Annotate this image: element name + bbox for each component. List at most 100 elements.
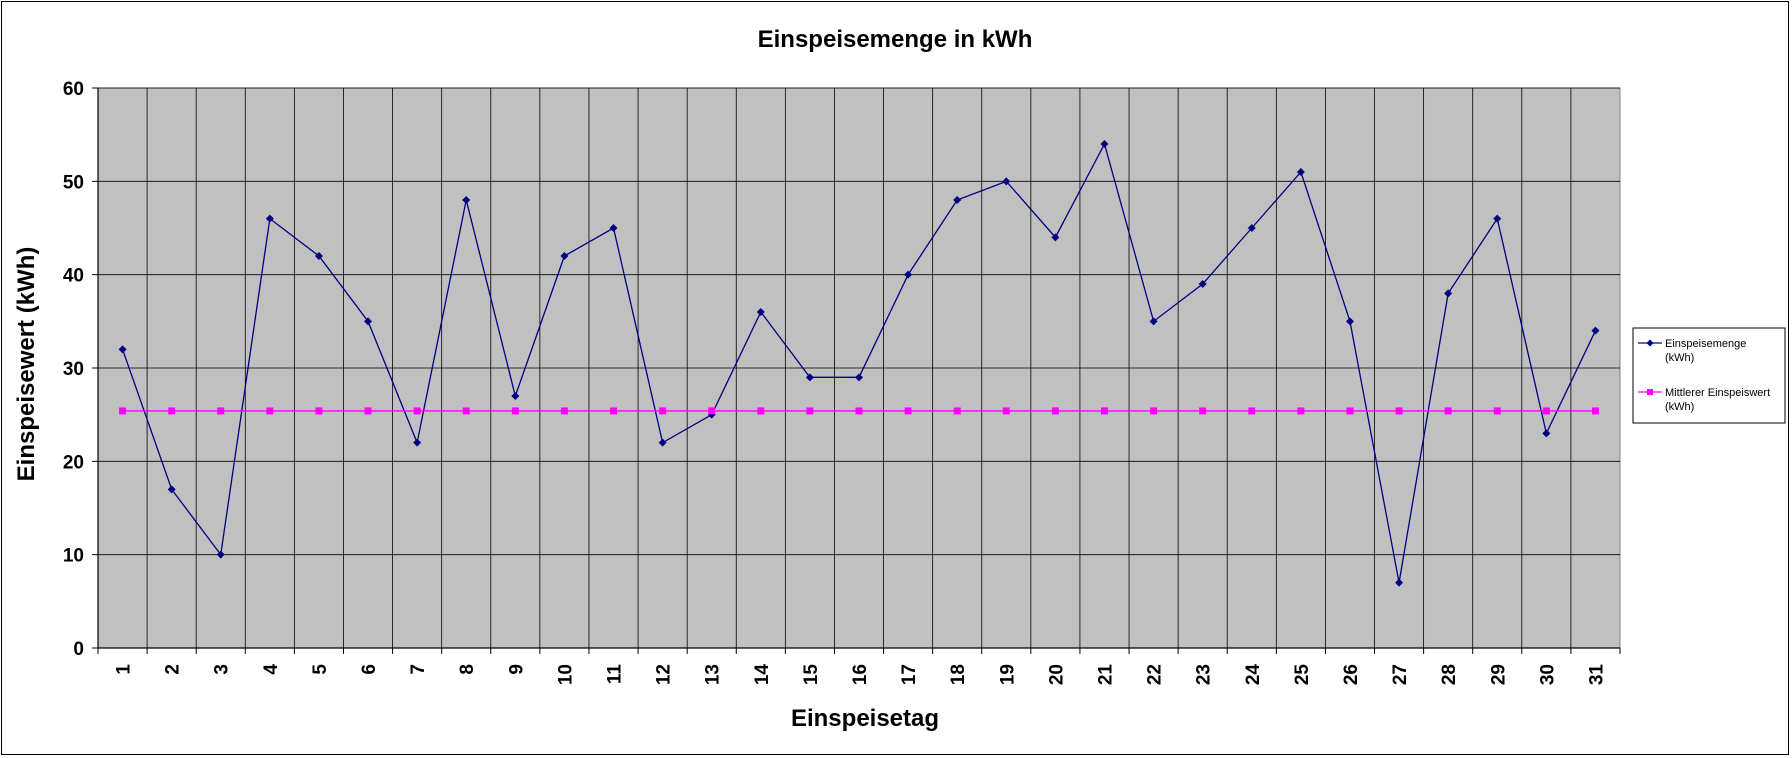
- data-point: [1002, 177, 1011, 186]
- y-axis-ticks: 0 10 20 30 40 50 60: [63, 79, 98, 660]
- data-point: [314, 252, 323, 260]
- y-axis-title: Einspeisewert (kWh): [13, 247, 40, 482]
- data-point: [806, 407, 814, 415]
- y-tick-label: 0: [73, 639, 84, 660]
- x-axis-title: Einspeisetag: [791, 705, 939, 732]
- x-tick-label: 8: [457, 664, 478, 675]
- data-point: [1198, 280, 1207, 288]
- data-point: [1444, 289, 1453, 298]
- grid-lines: [98, 87, 1620, 649]
- data-point: [413, 438, 422, 447]
- data-point: [560, 407, 568, 415]
- data-point: [118, 345, 127, 354]
- x-tick-label: 17: [899, 664, 920, 685]
- data-point: [266, 407, 274, 415]
- series-1: [118, 140, 1600, 587]
- data-point: [953, 407, 961, 415]
- data-point: [119, 407, 127, 415]
- data-point: [658, 438, 667, 447]
- data-point: [364, 317, 373, 326]
- x-tick-label: 26: [1341, 664, 1362, 685]
- data-point: [462, 196, 471, 204]
- legend: Einspeisemenge(kWh)Mittlerer Einspeiswer…: [1632, 327, 1786, 424]
- data-point: [167, 485, 176, 494]
- data-point: [953, 196, 962, 204]
- data-point: [1346, 407, 1354, 415]
- y-tick-label: 10: [63, 546, 84, 567]
- x-tick-label: 25: [1292, 664, 1313, 686]
- legend-label: (kWh): [1665, 352, 1694, 364]
- data-point: [217, 407, 225, 415]
- data-point: [1395, 578, 1404, 587]
- data-point: [364, 407, 372, 415]
- y-tick-label: 30: [63, 359, 84, 380]
- data-point: [560, 252, 569, 260]
- x-tick-label: 1: [114, 664, 135, 675]
- x-tick-label: 13: [703, 664, 724, 685]
- data-point: [265, 214, 274, 223]
- x-tick-label: 19: [997, 664, 1018, 685]
- data-point: [216, 550, 225, 559]
- y-tick-label: 40: [63, 266, 84, 287]
- x-tick-label: 20: [1046, 664, 1067, 685]
- series-2: [119, 407, 1599, 415]
- legend-box: [1632, 327, 1786, 424]
- data-point: [1248, 407, 1256, 415]
- data-point: [1345, 317, 1354, 326]
- data-point: [1297, 407, 1305, 415]
- data-point: [1296, 168, 1305, 176]
- data-point: [1591, 326, 1600, 335]
- x-tick-label: 11: [605, 664, 626, 685]
- x-tick-label: 21: [1095, 664, 1116, 686]
- x-tick-label: 24: [1243, 664, 1264, 686]
- data-point: [904, 407, 912, 415]
- data-point: [610, 407, 618, 415]
- x-axis-ticks: 1 2 3 4 5 6 7 8 9 10 11 12 13 14 15 16 17 18 19 20 21 22 23 24 2…: [97, 648, 1621, 686]
- x-tick-label: 2: [163, 664, 184, 675]
- x-tick-label: 31: [1586, 664, 1607, 686]
- x-tick-label: 18: [948, 664, 969, 685]
- y-tick-label: 50: [63, 172, 84, 193]
- x-tick-label: 6: [359, 664, 380, 675]
- x-tick-label: 9: [506, 664, 527, 675]
- data-point: [756, 308, 765, 316]
- data-point: [1149, 317, 1158, 326]
- data-point: [1247, 224, 1256, 232]
- data-point: [1100, 140, 1109, 148]
- x-tick-label: 27: [1390, 664, 1411, 685]
- data-point: [1493, 214, 1502, 223]
- x-tick-label: 28: [1439, 664, 1460, 685]
- x-tick-label: 29: [1488, 664, 1509, 685]
- data-point: [805, 373, 814, 382]
- legend-label: Einspeisemenge: [1665, 338, 1746, 350]
- legend-label: (kWh): [1665, 401, 1694, 413]
- data-point: [462, 407, 470, 415]
- data-point: [1051, 407, 1059, 415]
- series-layer: [118, 140, 1600, 587]
- data-point: [1591, 407, 1599, 415]
- y-tick-label: 60: [63, 79, 84, 100]
- data-point: [1150, 407, 1158, 415]
- chart-title: Einspeisemenge in kWh: [758, 26, 1033, 53]
- x-tick-label: 4: [261, 664, 282, 675]
- data-point: [1542, 407, 1550, 415]
- legend-entry-2: Mittlerer Einspeiswert (kWh): [1638, 387, 1770, 413]
- x-tick-label: 10: [555, 664, 576, 685]
- data-point: [609, 224, 618, 232]
- data-point: [904, 270, 913, 279]
- legend-entry-1: Einspeisemenge (kWh): [1638, 338, 1746, 364]
- x-tick-label: 23: [1194, 664, 1215, 685]
- data-point: [855, 407, 863, 415]
- legend-label: Mittlerer Einspeiswert: [1665, 387, 1770, 399]
- data-point: [1051, 233, 1060, 242]
- data-point: [1542, 429, 1551, 438]
- x-tick-label: 22: [1145, 664, 1166, 685]
- data-point: [168, 407, 176, 415]
- data-point: [1002, 407, 1010, 415]
- data-point: [413, 407, 421, 415]
- y-tick-label: 20: [63, 452, 84, 473]
- data-point: [708, 407, 716, 415]
- x-tick-label: 7: [408, 664, 429, 675]
- data-point: [511, 392, 520, 400]
